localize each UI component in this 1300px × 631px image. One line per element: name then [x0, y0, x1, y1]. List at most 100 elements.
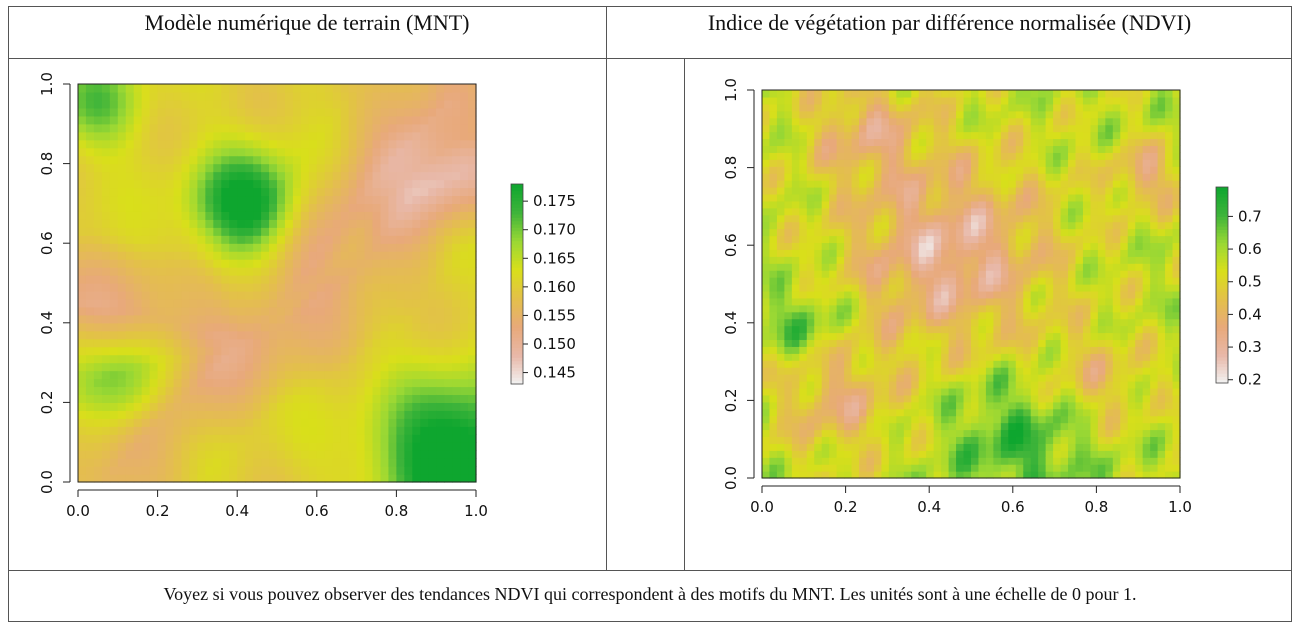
dem-cell — [340, 338, 350, 348]
dem-cell — [332, 107, 342, 117]
ndvi-cell — [1015, 339, 1024, 347]
ndvi-cell — [1038, 180, 1047, 188]
dem-cell — [412, 203, 421, 212]
ndvi-cell — [971, 131, 980, 140]
dem-cell — [261, 426, 270, 435]
ndvi-cell — [1000, 256, 1009, 264]
ndvi-cell — [933, 145, 942, 153]
dem-cell — [380, 187, 390, 197]
dem-cell — [404, 203, 413, 212]
dem-cell — [308, 84, 318, 93]
ndvi-cell — [903, 471, 912, 479]
ndvi-cell — [911, 145, 920, 153]
dem-cell — [356, 195, 366, 204]
dem-cell — [173, 426, 183, 435]
dem-cell — [444, 378, 453, 388]
dem-cell — [444, 298, 453, 308]
dem-cell — [364, 123, 374, 133]
dem-legend-label: 0.145 — [533, 364, 576, 382]
dem-cell — [316, 283, 326, 292]
ndvi-cell — [1008, 277, 1017, 285]
ndvi-cell — [993, 408, 1002, 417]
ndvi-cell — [1000, 471, 1009, 479]
ndvi-cell — [799, 436, 808, 444]
ndvi-cell — [993, 290, 1002, 299]
dem-cell — [380, 131, 390, 141]
ndvi-cell — [1038, 450, 1047, 458]
dem-cell — [197, 131, 206, 141]
ndvi-cell — [1038, 304, 1047, 313]
ndvi-cell — [985, 457, 994, 465]
dem-cell — [181, 115, 191, 125]
ndvi-cell — [1023, 242, 1032, 250]
dem-cell — [284, 211, 294, 220]
dem-cell — [141, 298, 151, 308]
ndvi-cell — [1053, 145, 1062, 153]
ndvi-cell — [1015, 471, 1024, 479]
dem-cell — [388, 322, 397, 332]
ndvi-cell — [1075, 138, 1084, 147]
ndvi-cell — [1008, 471, 1017, 479]
dem-cell — [141, 458, 151, 467]
dem-cell — [308, 370, 318, 380]
ndvi-cell — [1060, 367, 1069, 375]
dem-cell — [364, 290, 374, 300]
dem-cell — [85, 314, 95, 324]
dem-cell — [444, 123, 453, 133]
ndvi-cell — [784, 429, 793, 438]
ndvi-cell — [978, 263, 987, 271]
ndvi-cell — [963, 394, 972, 403]
ndvi-cell — [1038, 311, 1047, 320]
ndvi-cell — [1008, 374, 1017, 382]
dem-cell — [253, 187, 262, 197]
dem-cell — [468, 259, 477, 268]
dem-cell — [284, 442, 294, 451]
dem-cell — [253, 203, 262, 212]
ndvi-cell — [859, 110, 868, 119]
dem-cell — [245, 251, 254, 260]
ndvi-cell — [985, 346, 994, 354]
dem-cell — [308, 314, 318, 324]
dem-cell — [93, 267, 103, 276]
ndvi-cell — [993, 117, 1002, 126]
dem-cell — [348, 314, 358, 324]
dem-cell — [428, 386, 437, 396]
ndvi-cell — [784, 353, 793, 361]
ndvi-cell — [1060, 270, 1069, 278]
ndvi-cell — [941, 353, 950, 361]
dem-cell — [316, 275, 326, 284]
dem-cell — [101, 354, 111, 364]
ndvi-cell — [844, 145, 853, 153]
ndvi-cell — [926, 415, 935, 424]
ndvi-cell — [836, 360, 845, 368]
dem-cell — [308, 418, 318, 427]
ndvi-cell — [1030, 103, 1039, 112]
ndvi-cell — [1045, 367, 1054, 375]
dem-cell — [253, 195, 262, 204]
ndvi-cell — [911, 270, 920, 278]
ndvi-cell — [1053, 325, 1062, 334]
dem-cell — [468, 442, 477, 451]
ndvi-cell — [866, 263, 875, 271]
ndvi-cell — [896, 256, 905, 264]
dem-cell — [380, 179, 390, 189]
ndvi-cell — [844, 457, 853, 465]
dem-cell — [197, 394, 206, 403]
dem-cell — [173, 251, 183, 260]
dem-cell — [253, 322, 262, 332]
ndvi-cell — [993, 318, 1002, 327]
dem-cell — [372, 219, 382, 228]
ndvi-cell — [866, 166, 875, 174]
ndvi-cell — [888, 187, 897, 195]
ndvi-cell — [776, 422, 785, 431]
dem-cell — [396, 195, 405, 204]
ndvi-cell — [1015, 374, 1024, 382]
dem-x-tick-label: 0.2 — [146, 502, 170, 520]
dem-cell — [269, 147, 278, 157]
dem-cell — [237, 187, 246, 197]
dem-cell — [157, 346, 167, 356]
dem-cell — [109, 410, 119, 419]
ndvi-cell — [829, 270, 838, 278]
ndvi-cell — [956, 429, 965, 438]
ndvi-cell — [799, 263, 808, 271]
